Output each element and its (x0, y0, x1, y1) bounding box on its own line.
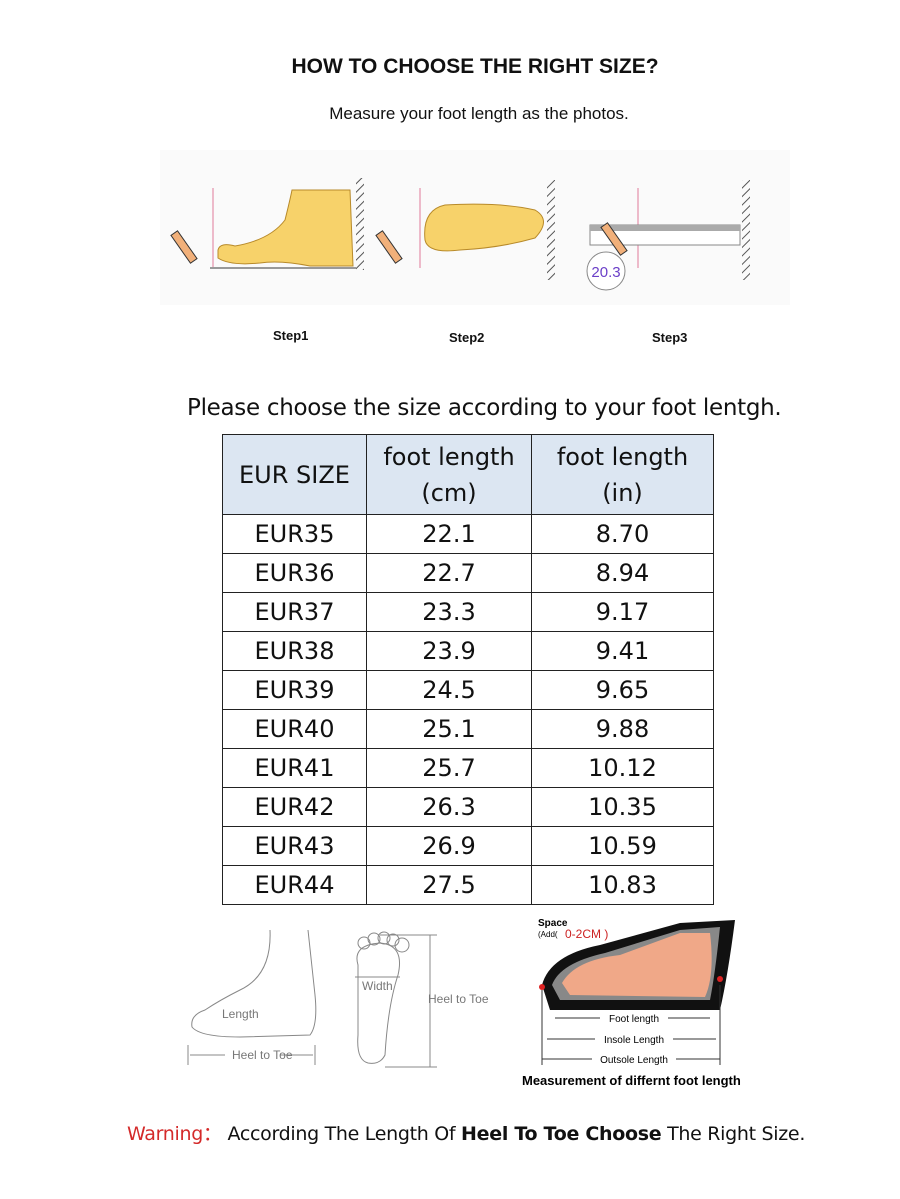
foot-length-cm-cell: 23.9 (366, 631, 532, 671)
foot-length-label: Foot length (609, 1014, 659, 1025)
sole-view-diagram (355, 931, 437, 1068)
insole-length-label: Insole Length (604, 1035, 664, 1046)
step1-label: Step1 (273, 328, 309, 343)
header-unit: (cm) (421, 478, 477, 507)
step3-illustration: 20.3 (586, 180, 750, 291)
column-header-eur-size: EUR SIZE (222, 434, 367, 515)
table-row: EUR41 25.7 10.12 (222, 748, 714, 788)
header-text: foot length (556, 442, 689, 471)
space-value: 0-2CM ) (565, 927, 608, 941)
foot-length-cm-cell: 22.1 (366, 514, 532, 554)
table-row: EUR38 23.9 9.41 (222, 631, 714, 671)
side-heel-to-toe-label: Heel to Toe (232, 1048, 293, 1062)
foot-length-cm-cell: 25.1 (366, 709, 532, 749)
eur-size-cell: EUR42 (222, 787, 367, 827)
foot-length-in-cell: 10.59 (531, 826, 714, 866)
foot-length-in-cell: 10.35 (531, 787, 714, 827)
outsole-length-label: Outsole Length (600, 1055, 668, 1066)
space-label: Space (538, 918, 568, 929)
column-header-foot-length-cm: foot length (cm) (366, 434, 532, 515)
sole-width-label: Width (362, 979, 393, 993)
table-header-row: EUR SIZE foot length (cm) foot length (in) (222, 434, 714, 515)
foot-length-in-cell: 10.12 (531, 748, 714, 788)
page-title: HOW TO CHOOSE THE RIGHT SIZE? (291, 55, 659, 78)
foot-length-cm-cell: 26.9 (366, 826, 532, 866)
size-chart-table: EUR SIZE foot length (cm) foot length (in)… (222, 434, 714, 905)
foot-length-in-cell: 9.41 (531, 631, 714, 671)
foot-length-in-cell: 9.17 (531, 592, 714, 632)
table-row: EUR42 26.3 10.35 (222, 787, 714, 827)
warning-note: Warning： According The Length Of Heel To… (127, 1119, 805, 1146)
eur-size-cell: EUR40 (222, 709, 367, 749)
step3-reading: 20.3 (591, 264, 620, 281)
space-add-label: (Add( (538, 930, 558, 939)
foot-length-in-cell: 8.94 (531, 553, 714, 593)
warning-text: According The Length Of (227, 1123, 462, 1145)
table-row: EUR40 25.1 9.88 (222, 709, 714, 749)
page-subtitle: Measure your foot length as the photos. (329, 104, 629, 123)
warning-emphasis: Heel To Toe Choose (461, 1123, 662, 1145)
foot-length-cm-cell: 24.5 (366, 670, 532, 710)
foot-length-in-cell: 10.83 (531, 865, 714, 905)
foot-length-cm-cell: 23.3 (366, 592, 532, 632)
column-header-foot-length-in: foot length (in) (531, 434, 714, 515)
table-row: EUR36 22.7 8.94 (222, 553, 714, 593)
foot-length-in-cell: 8.70 (531, 514, 714, 554)
foot-length-cm-cell: 26.3 (366, 787, 532, 827)
table-row: EUR44 27.5 10.83 (222, 865, 714, 905)
foot-length-in-cell: 9.88 (531, 709, 714, 749)
sole-heel-to-toe-label: Heel to Toe (428, 992, 489, 1006)
step2-label: Step2 (449, 330, 485, 345)
eur-size-cell: EUR39 (222, 670, 367, 710)
shoe-cross-section-diagram (539, 920, 735, 1065)
header-text: EUR SIZE (239, 460, 350, 489)
foot-length-cm-cell: 27.5 (366, 865, 532, 905)
foot-length-cm-cell: 22.7 (366, 553, 532, 593)
header-text: foot length (383, 442, 515, 471)
shoe-diagram-caption: Measurement of differnt foot length (522, 1073, 741, 1088)
foot-length-in-cell: 9.65 (531, 670, 714, 710)
foot-length-cm-cell: 25.7 (366, 748, 532, 788)
eur-size-cell: EUR41 (222, 748, 367, 788)
eur-size-cell: EUR38 (222, 631, 367, 671)
table-row: EUR37 23.3 9.17 (222, 592, 714, 632)
foot-measurement-diagrams: Length Heel to Toe Width Heel to Toe Foo… (187, 918, 741, 1088)
eur-size-cell: EUR44 (222, 865, 367, 905)
table-row: EUR39 24.5 9.65 (222, 670, 714, 710)
warning-prefix: Warning： (127, 1123, 222, 1145)
eur-size-cell: EUR37 (222, 592, 367, 632)
side-length-label: Length (222, 1007, 259, 1021)
side-view-diagram (187, 929, 317, 1065)
step3-label: Step3 (652, 330, 688, 345)
eur-size-cell: EUR43 (222, 826, 367, 866)
eur-size-cell: EUR36 (222, 553, 367, 593)
warning-text-end: The Right Size. (661, 1123, 806, 1145)
eur-size-cell: EUR35 (222, 514, 367, 554)
instruction-text: Please choose the size according to your… (187, 395, 782, 421)
step2-illustration (375, 180, 555, 280)
step1-illustration (170, 178, 364, 270)
header-unit: (in) (602, 478, 643, 507)
measure-steps-illustration: 20.3 (160, 150, 790, 305)
table-row: EUR35 22.1 8.70 (222, 514, 714, 554)
table-row: EUR43 26.9 10.59 (222, 826, 714, 866)
